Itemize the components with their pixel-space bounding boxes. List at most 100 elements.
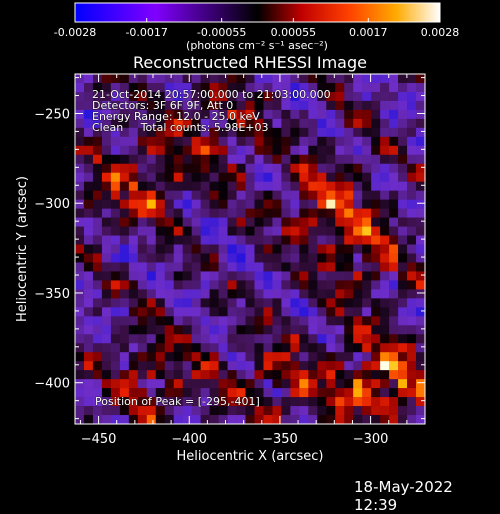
heatmap-cell [290, 172, 300, 182]
heatmap-cell [128, 172, 139, 182]
heatmap-cell [236, 253, 246, 263]
heatmap-cell [236, 145, 246, 156]
heatmap-cell [92, 163, 103, 174]
heatmap-cell [92, 388, 103, 398]
heatmap-cell [326, 127, 336, 138]
heatmap-cell [128, 316, 139, 326]
heatmap-cell [281, 91, 291, 102]
heatmap-cell [110, 181, 121, 191]
x-tick-label: −400 [171, 432, 207, 447]
heatmap-cell [299, 280, 309, 290]
heatmap-cell [281, 280, 291, 290]
heatmap-cell [290, 334, 300, 344]
heatmap-cell [380, 199, 390, 209]
heatmap-cell [380, 235, 390, 245]
heatmap-cell [362, 109, 372, 120]
heatmap-cell [290, 289, 300, 299]
heatmap-cell [227, 253, 237, 263]
heatmap-cell [146, 370, 157, 380]
heatmap-cell [155, 379, 166, 389]
heatmap-cell [317, 136, 327, 147]
heatmap-cell [200, 370, 210, 380]
heatmap-cell [308, 154, 318, 165]
heatmap-cell [119, 334, 130, 344]
heatmap-cell [75, 208, 85, 218]
heatmap-cell [380, 145, 390, 156]
heatmap-cell [182, 280, 192, 290]
heatmap-cell [200, 298, 210, 308]
heatmap-cell [362, 172, 372, 182]
heatmap-cell [281, 127, 291, 138]
heatmap-cell [317, 181, 327, 191]
heatmap-cell [110, 145, 121, 156]
heatmap-cell [119, 74, 130, 84]
heatmap-cell [317, 100, 327, 111]
heatmap-cell [110, 352, 121, 362]
heatmap-cell [128, 352, 139, 362]
heatmap-cell [308, 406, 318, 416]
heatmap-cell [299, 343, 309, 353]
heatmap-cell [290, 163, 300, 174]
heatmap-cell [173, 91, 183, 102]
heatmap-cell [173, 352, 183, 362]
heatmap-cell [353, 217, 363, 227]
heatmap-cell [407, 82, 417, 93]
colorbar-tick-label: 0.0017 [349, 26, 388, 39]
heatmap-cell [173, 154, 183, 165]
heatmap-cell [83, 253, 94, 263]
heatmap-cell [209, 379, 219, 389]
heatmap-cell [164, 352, 175, 362]
heatmap-cell [155, 388, 166, 398]
heatmap-cell [299, 415, 309, 424]
heatmap-cell [353, 109, 363, 120]
heatmap-cell [371, 343, 381, 353]
heatmap-cell [317, 145, 327, 156]
heatmap-cell [128, 406, 139, 416]
heatmap-cell [155, 226, 166, 236]
annotation-method-counts: Clean Total counts: 5.98E+03 [92, 121, 269, 134]
heatmap-cell [353, 379, 363, 389]
heatmap-cell [155, 163, 166, 174]
heatmap-cell [218, 253, 228, 263]
heatmap-cell [101, 154, 112, 165]
heatmap-cell [236, 82, 246, 93]
heatmap-cell [317, 352, 327, 362]
heatmap-cell [317, 127, 327, 138]
heatmap-cell [75, 316, 85, 326]
heatmap-cell [389, 262, 399, 272]
heatmap-cell [182, 406, 192, 416]
heatmap-cell [335, 289, 345, 299]
heatmap-cell [164, 181, 175, 191]
heatmap-cell [308, 289, 318, 299]
heatmap-cell [227, 109, 237, 120]
heatmap-cell [137, 100, 148, 111]
heatmap-cell [92, 280, 103, 290]
heatmap-cell [119, 289, 130, 299]
heatmap-cell [209, 307, 219, 317]
heatmap-cell [182, 199, 192, 209]
heatmap-cell [380, 253, 390, 263]
heatmap-cell [272, 325, 282, 335]
heatmap-cell [362, 154, 372, 165]
heatmap-cell [308, 181, 318, 191]
heatmap-cell [200, 397, 210, 407]
heatmap-cell [299, 199, 309, 209]
heatmap-cell [272, 352, 282, 362]
heatmap-cell [326, 280, 336, 290]
heatmap-cell [416, 74, 425, 84]
heatmap-cell [326, 163, 336, 174]
heatmap-cell [416, 226, 425, 236]
heatmap-cell [371, 397, 381, 407]
heatmap-cell [335, 397, 345, 407]
heatmap-cell [146, 289, 157, 299]
heatmap-cell [83, 217, 94, 227]
heatmap-cell [380, 262, 390, 272]
heatmap-cell [227, 415, 237, 424]
heatmap-cell [101, 136, 112, 147]
heatmap-cell [137, 361, 148, 371]
heatmap-cell [299, 163, 309, 174]
heatmap-cell [92, 316, 103, 326]
heatmap-cell [191, 127, 201, 138]
heatmap-cell [326, 208, 336, 218]
heatmap-cell [353, 406, 363, 416]
